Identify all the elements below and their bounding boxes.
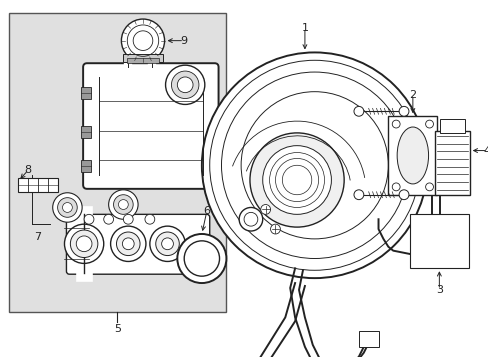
Bar (358, 331, 378, 347)
Text: 2: 2 (408, 90, 416, 100)
FancyBboxPatch shape (66, 214, 209, 274)
Circle shape (353, 107, 363, 116)
Text: 1: 1 (301, 23, 308, 33)
Circle shape (53, 193, 82, 222)
Circle shape (108, 190, 138, 219)
Circle shape (58, 198, 77, 217)
Bar (81, 87, 91, 99)
Circle shape (425, 120, 432, 128)
Circle shape (62, 203, 72, 212)
Circle shape (353, 190, 363, 200)
Ellipse shape (396, 127, 427, 184)
Circle shape (121, 19, 164, 62)
Circle shape (110, 226, 145, 261)
Circle shape (177, 77, 193, 93)
Circle shape (162, 238, 173, 250)
Circle shape (113, 195, 133, 214)
Text: 4: 4 (483, 145, 488, 156)
Text: 9: 9 (180, 36, 187, 46)
Circle shape (249, 133, 344, 227)
Circle shape (260, 204, 270, 214)
Bar (387, 116, 436, 195)
FancyBboxPatch shape (83, 63, 218, 189)
Circle shape (398, 107, 408, 116)
Circle shape (391, 120, 399, 128)
Circle shape (122, 238, 134, 250)
Circle shape (84, 214, 94, 224)
Circle shape (64, 224, 103, 264)
Circle shape (165, 65, 204, 104)
Circle shape (123, 214, 133, 224)
Circle shape (177, 234, 226, 283)
Circle shape (116, 232, 140, 256)
Circle shape (118, 200, 128, 210)
Circle shape (270, 224, 280, 234)
Text: 7: 7 (34, 232, 41, 242)
Bar (409, 214, 468, 268)
Bar (19, 178, 58, 192)
Bar (81, 126, 91, 138)
Bar (8, 13, 226, 312)
Circle shape (76, 236, 92, 252)
Bar (81, 160, 91, 172)
Circle shape (70, 230, 98, 257)
Bar (127, 58, 159, 63)
Bar (123, 54, 163, 62)
Circle shape (425, 183, 432, 191)
Text: 3: 3 (435, 285, 442, 295)
Circle shape (239, 207, 262, 231)
Circle shape (149, 226, 185, 261)
Circle shape (202, 53, 427, 278)
Circle shape (171, 71, 199, 99)
Text: 8: 8 (24, 165, 32, 175)
Circle shape (391, 183, 399, 191)
Circle shape (156, 232, 179, 256)
Bar (439, 119, 464, 133)
Circle shape (398, 190, 408, 200)
Text: 5: 5 (114, 324, 121, 334)
Circle shape (184, 241, 219, 276)
Text: 6: 6 (203, 206, 210, 216)
Circle shape (244, 212, 257, 226)
Bar (434, 131, 469, 195)
Circle shape (144, 214, 154, 224)
Circle shape (103, 214, 113, 224)
Circle shape (262, 146, 331, 214)
